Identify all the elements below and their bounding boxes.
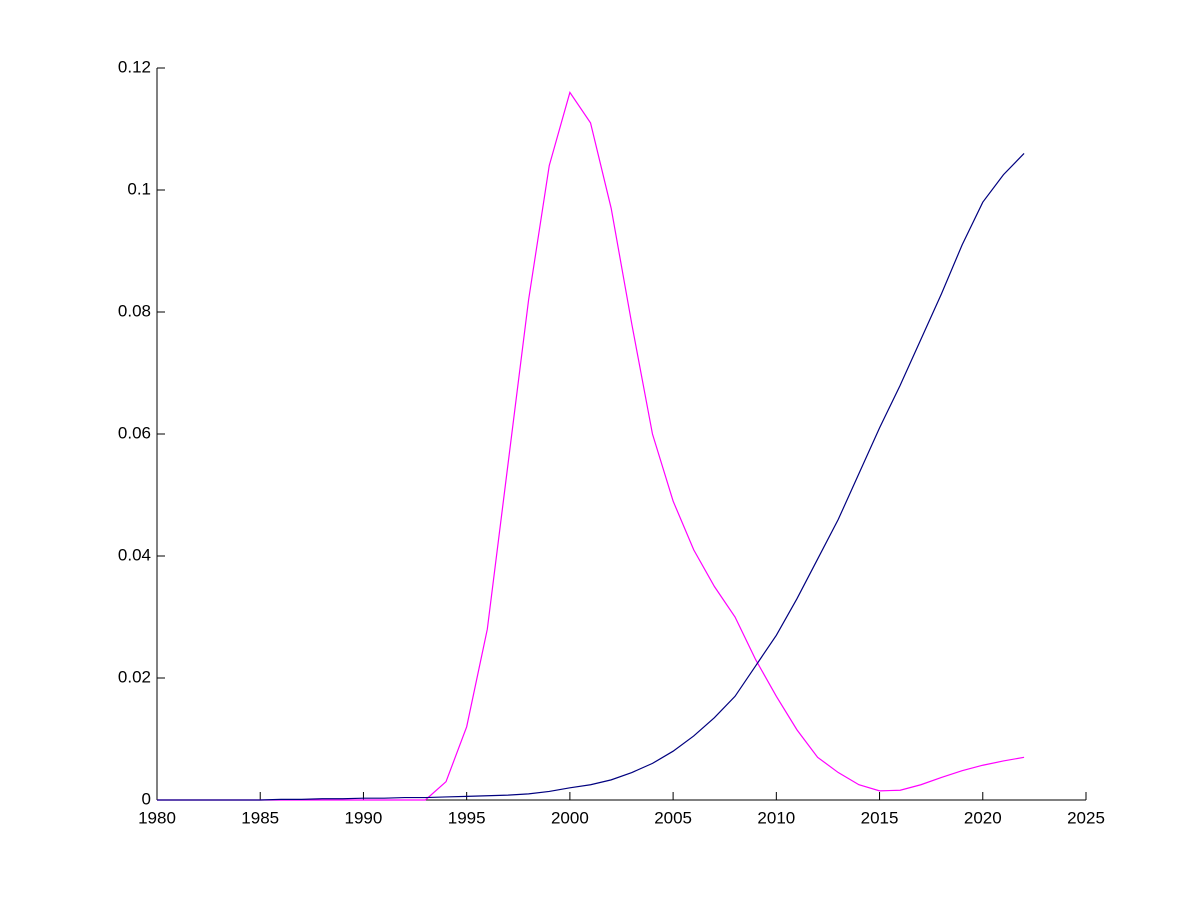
- x-tick-label: 2010: [757, 808, 795, 827]
- y-tick-label: 0.06: [118, 423, 151, 442]
- x-tick-label: 1990: [345, 808, 383, 827]
- y-tick-label: 0: [142, 789, 151, 808]
- x-tick-label: 2015: [861, 808, 899, 827]
- y-tick-label: 0.02: [118, 667, 151, 686]
- x-tick-label: 2000: [551, 808, 589, 827]
- y-tick-label: 0.04: [118, 545, 151, 564]
- x-tick-label: 1995: [448, 808, 486, 827]
- series-line: [157, 152, 1025, 801]
- y-tick-label: 0.08: [118, 301, 151, 320]
- x-tick-label: 2025: [1067, 808, 1105, 827]
- x-tick-label: 2005: [654, 808, 692, 827]
- x-tick-label: 1985: [241, 808, 279, 827]
- x-tick-label: 1980: [138, 808, 176, 827]
- series-line: [157, 90, 1025, 801]
- x-tick-label: 2020: [964, 808, 1002, 827]
- y-tick-label: 0.12: [118, 57, 151, 76]
- y-tick-label: 0.1: [127, 179, 151, 198]
